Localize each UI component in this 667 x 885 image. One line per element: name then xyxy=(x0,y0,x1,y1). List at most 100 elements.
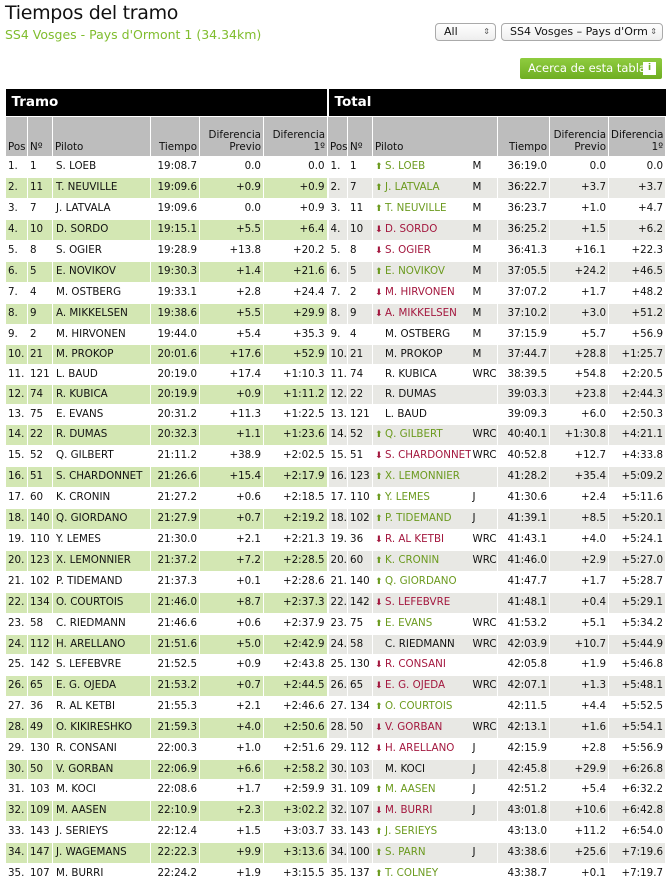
table-row: 20. 123 X. LEMONNIER 21:37.2 +7.2 +2:28.5 20. 6… xyxy=(5,549,667,572)
total-driver: ⬇ S. LEFEBVRE xyxy=(372,591,471,614)
stage-num: 74 xyxy=(27,383,53,405)
table-row: 34. 147 J. WAGEMANS 22:22.3 +9.9 +3:13.6 34. 10… xyxy=(5,841,667,864)
stage-diff-first: +2:42.9 xyxy=(262,633,329,655)
about-table-button[interactable]: Acerca de esta tabla i xyxy=(520,58,662,79)
table-row: 2. 11 T. NEUVILLE 19:09.6 +0.9 +0.9 2. 7 ⬆ J. LAT… xyxy=(5,176,667,199)
stage-diff-first: 0.0 xyxy=(262,155,329,178)
stage-driver: Y. LEMES xyxy=(52,528,151,551)
total-diff-first: +6:32.2 xyxy=(608,778,667,801)
total-driver: ⬇ V. GORBAN xyxy=(372,716,471,739)
total-diff-prev: +6.0 xyxy=(549,403,610,425)
driver-name: T. COLNEY xyxy=(385,866,439,879)
arrow-up-icon: ⬆ xyxy=(375,471,383,482)
class-filter-select[interactable]: All ⇕ xyxy=(435,23,496,41)
driver-name: X. LEMONNIER xyxy=(385,469,460,482)
total-diff-prev: +25.6 xyxy=(549,841,610,864)
stage-pos: 10. xyxy=(5,343,28,365)
total-num: 7 xyxy=(347,176,374,199)
total-pos: 1. xyxy=(326,155,349,178)
stage-diff-prev: +0.1 xyxy=(199,570,264,593)
stage-num: 52 xyxy=(27,444,53,467)
stage-time: 21:26.6 xyxy=(150,465,200,488)
stage-time: 21:11.2 xyxy=(150,444,200,467)
stage-diff-prev: +8.7 xyxy=(199,591,264,614)
stage-diff-first: +2:43.8 xyxy=(262,653,329,676)
stage-time: 22:08.6 xyxy=(150,778,200,801)
stage-time: 21:46.0 xyxy=(150,591,200,614)
arrow-down-icon: ⬇ xyxy=(375,224,383,235)
total-time: 43:38.6 xyxy=(497,841,551,864)
driver-name: J. SERIEYS xyxy=(385,824,438,837)
stage-time: 19:08.7 xyxy=(150,155,200,178)
stage-driver: E. NOVIKOV xyxy=(52,260,151,283)
total-num: 52 xyxy=(347,423,374,446)
driver-name: M. AASEN xyxy=(385,782,436,795)
driver-name: S. PARN xyxy=(385,845,426,858)
stage-diff-first: +1:10.3 xyxy=(262,363,329,385)
total-time: 36:22.7 xyxy=(497,176,551,199)
stage-select[interactable]: SS4 Vosges – Pays d'Orm ⇕ xyxy=(501,23,663,41)
stage-pos: 15. xyxy=(5,444,28,467)
total-diff-prev: +54.8 xyxy=(549,363,610,385)
stage-diff-first: +52.9 xyxy=(262,343,329,365)
stage-time: 19:33.1 xyxy=(150,281,200,304)
info-icon: i xyxy=(643,62,656,75)
total-time: 42:11.5 xyxy=(497,695,551,718)
arrow-up-icon: ⬆ xyxy=(375,266,383,277)
stage-subtitle: SS4 Vosges - Pays d'Ormont 1 (34.34km) xyxy=(5,27,262,42)
table-row: 31. 103 M. KOCI 22:08.6 +1.7 +2:59.9 31. 109 ⬆ M.… xyxy=(5,778,667,801)
total-time: 41:30.6 xyxy=(497,486,551,509)
total-class xyxy=(470,695,499,718)
stage-diff-prev: +0.7 xyxy=(199,507,264,530)
total-class xyxy=(470,591,499,614)
stage-driver: S. LOEB xyxy=(52,155,151,178)
total-time: 40:40.1 xyxy=(497,423,551,446)
total-diff-prev: +29.9 xyxy=(549,758,610,780)
stage-diff-prev: +17.4 xyxy=(199,363,264,385)
total-diff-first: +51.2 xyxy=(608,302,667,325)
stage-time: 20:19.0 xyxy=(150,363,200,385)
col-diff-prev: Diferencia Previo xyxy=(199,115,264,157)
total-pos: 7. xyxy=(326,281,349,304)
table-row: 27. 36 R. AL KETBI 21:55.3 +2.1 +2:46.6 27. 134… xyxy=(5,695,667,718)
total-diff-prev: +1.6 xyxy=(549,716,610,739)
class-filter-value: All xyxy=(444,25,458,38)
total-time: 39:09.3 xyxy=(497,403,551,425)
stage-time: 21:37.2 xyxy=(150,549,200,572)
total-diff-prev: +16.1 xyxy=(549,239,610,262)
total-driver: ⬆ Q. GIORDANO xyxy=(372,570,471,593)
stage-pos: 6. xyxy=(5,260,28,283)
total-driver: ⬆ T. COLNEY xyxy=(372,862,471,885)
total-time: 36:19.0 xyxy=(497,155,551,178)
arrow-up-icon: ⬆ xyxy=(375,161,383,172)
total-class xyxy=(470,653,499,676)
stage-diff-prev: +5.5 xyxy=(199,302,264,325)
total-driver: ⬇ H. ARELLANO xyxy=(372,737,471,760)
stage-diff-first: +21.6 xyxy=(262,260,329,283)
stage-num: 103 xyxy=(27,778,53,801)
total-pos: 30. xyxy=(326,758,349,780)
stage-diff-prev: +0.9 xyxy=(199,383,264,405)
stage-pos: 9. xyxy=(5,323,28,345)
stage-pos: 30. xyxy=(5,758,28,780)
driver-name: R. AL KETBI xyxy=(385,532,445,545)
total-diff-first: +6:54.0 xyxy=(608,820,667,843)
stage-driver: R. AL KETBI xyxy=(52,695,151,718)
total-diff-prev: +10.6 xyxy=(549,799,610,822)
stage-num: 4 xyxy=(27,281,53,304)
stage-driver: V. GORBAN xyxy=(52,758,151,780)
total-diff-prev: +1.5 xyxy=(549,218,610,241)
total-num: 21 xyxy=(347,343,374,365)
stage-diff-first: +1:22.5 xyxy=(262,403,329,425)
stage-time: 22:12.4 xyxy=(150,820,200,843)
total-num: 100 xyxy=(347,841,374,864)
about-label: Acerca de esta tabla xyxy=(528,61,646,75)
stage-time: 21:46.6 xyxy=(150,612,200,635)
driver-name: M. PROKOP xyxy=(385,347,443,360)
total-num: 36 xyxy=(347,528,374,551)
total-time: 43:13.0 xyxy=(497,820,551,843)
total-driver: ⬇ M. BURRI xyxy=(372,799,471,822)
total-diff-prev: +1:30.8 xyxy=(549,423,610,446)
